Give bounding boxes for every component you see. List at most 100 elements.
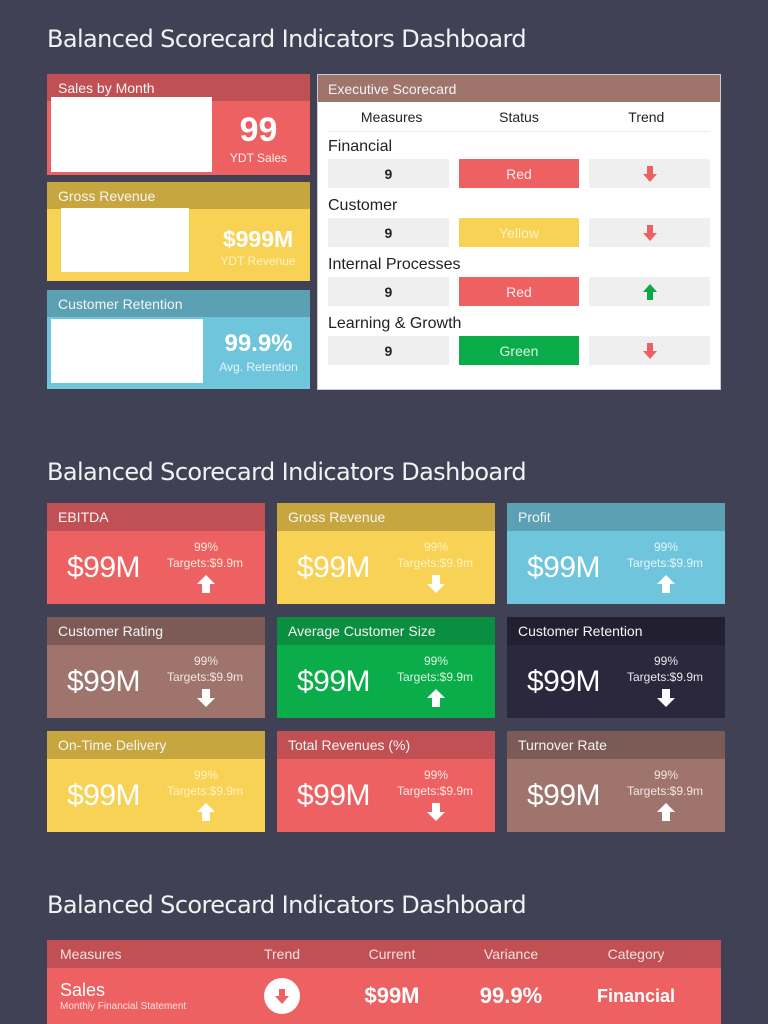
kpi-card-sales-by-month: Sales by Month 99 YDT Sales — [47, 74, 310, 175]
status-badge: Red — [458, 277, 580, 306]
scorecard-row: 9 Green — [328, 336, 711, 365]
kpi-caption: YDT Sales — [229, 151, 288, 165]
chart-placeholder — [61, 208, 189, 272]
table-row: Sales Monthly Financial Statement $99M 9… — [47, 968, 721, 1024]
arrow-up-icon — [657, 575, 675, 593]
arrow-down-icon — [642, 165, 657, 182]
tile-percent: 99% — [653, 540, 679, 554]
column-trend: Trend — [628, 108, 665, 125]
measure-name: Sales — [60, 980, 106, 1000]
scorecard-column-headers: Measures Status Trend — [328, 102, 710, 132]
tile-percent: 99% — [653, 654, 679, 668]
tile-value: $99M — [527, 665, 601, 698]
tile-on-time-delivery: On-Time Delivery $99M 99% Targets:$9.9m — [47, 731, 265, 832]
column-measures: Measures — [60, 946, 122, 962]
group-label-financial: Financial — [328, 138, 393, 155]
tile-title: Profit — [507, 503, 725, 531]
tile-percent: 99% — [423, 540, 449, 554]
measure-cell: Sales Monthly Financial Statement — [47, 980, 237, 1012]
tile-title: Customer Rating — [47, 617, 265, 645]
trend-cell — [589, 159, 711, 188]
column-current: Current — [368, 946, 416, 962]
current-value: $99M — [364, 983, 420, 1008]
tile-gross-revenue: Gross Revenue $99M 99% Targets:$9.9m — [277, 503, 495, 604]
tile-value: $99M — [67, 551, 141, 584]
column-variance: Variance — [483, 946, 539, 962]
table-header: Measures Trend Current Variance Category — [47, 940, 721, 968]
tile-title: Turnover Rate — [507, 731, 725, 759]
tile-title: On-Time Delivery — [47, 731, 265, 759]
trend-cell — [589, 277, 711, 306]
tile-turnover-rate: Turnover Rate $99M 99% Targets:$9.9m — [507, 731, 725, 832]
tile-target: Targets:$9.9m — [626, 784, 704, 798]
measure-subtitle: Monthly Financial Statement — [60, 1001, 187, 1012]
tile-target: Targets:$9.9m — [166, 784, 244, 798]
arrow-down-icon — [427, 803, 445, 821]
category-value: Financial — [596, 985, 676, 1006]
executive-scorecard: Executive Scorecard Measures Status Tren… — [317, 74, 721, 390]
tile-profit: Profit $99M 99% Targets:$9.9m — [507, 503, 725, 604]
kpi-card-header: Gross Revenue — [47, 182, 310, 209]
arrow-down-icon — [657, 689, 675, 707]
status-badge: Yellow — [458, 218, 580, 247]
trend-cell — [237, 978, 327, 1014]
trend-cell — [589, 336, 711, 365]
arrow-up-icon — [427, 689, 445, 707]
tile-average-customer-size: Average Customer Size $99M 99% Targets:$… — [277, 617, 495, 718]
measures-table: Measures Trend Current Variance Category… — [47, 940, 721, 1024]
tile-percent: 99% — [193, 768, 219, 782]
tile-value: $99M — [297, 551, 371, 584]
status-badge: Red — [458, 159, 580, 188]
arrow-up-icon — [642, 283, 657, 300]
tile-ebitda: EBITDA $99M 99% Targets:$9.9m — [47, 503, 265, 604]
section-title-3: Balanced Scorecard Indicators Dashboard — [47, 891, 527, 919]
kpi-card-header: Sales by Month — [47, 74, 310, 101]
column-measures: Measures — [360, 108, 423, 125]
tile-target: Targets:$9.9m — [396, 556, 474, 570]
tile-target: Targets:$9.9m — [166, 556, 244, 570]
tile-target: Targets:$9.9m — [166, 670, 244, 684]
tile-customer-retention: Customer Retention $99M 99% Targets:$9.9… — [507, 617, 725, 718]
tile-total-revenues: Total Revenues (%) $99M 99% Targets:$9.9… — [277, 731, 495, 832]
tile-percent: 99% — [193, 654, 219, 668]
arrow-up-icon — [197, 803, 215, 821]
chart-placeholder — [51, 319, 203, 383]
kpi-value: 99 — [239, 111, 278, 149]
kpi-card-header: Customer Retention — [47, 290, 310, 317]
tile-title: Customer Retention — [507, 617, 725, 645]
tile-value: $99M — [67, 665, 141, 698]
kpi-caption: YDT Revenue — [220, 254, 296, 268]
arrow-down-icon — [642, 342, 657, 359]
chart-placeholder — [51, 97, 212, 172]
scorecard-row: 9 Yellow — [328, 218, 711, 247]
kpi-value: 99.9% — [224, 330, 293, 357]
executive-scorecard-title: Executive Scorecard — [318, 75, 720, 102]
trend-cell — [589, 218, 711, 247]
arrow-down-icon — [642, 224, 657, 241]
measure-value: 9 — [328, 218, 449, 247]
tile-title: Gross Revenue — [277, 503, 495, 531]
kpi-card-gross-revenue: Gross Revenue $999M YDT Revenue — [47, 182, 310, 281]
tile-value: $99M — [527, 779, 601, 812]
kpi-caption: Avg. Retention — [219, 360, 298, 374]
tile-title: Total Revenues (%) — [277, 731, 495, 759]
tile-title: Average Customer Size — [277, 617, 495, 645]
section-title-1: Balanced Scorecard Indicators Dashboard — [47, 25, 527, 53]
tile-value: $99M — [297, 665, 371, 698]
tile-customer-rating: Customer Rating $99M 99% Targets:$9.9m — [47, 617, 265, 718]
kpi-value: $999M — [222, 226, 294, 252]
group-label-internal-processes: Internal Processes — [328, 256, 461, 273]
group-label-learning-growth: Learning & Growth — [328, 315, 462, 332]
tile-percent: 99% — [423, 768, 449, 782]
scorecard-row: 9 Red — [328, 159, 711, 188]
column-trend: Trend — [263, 946, 301, 962]
column-status: Status — [499, 108, 539, 125]
measure-value: 9 — [328, 159, 449, 188]
tile-target: Targets:$9.9m — [396, 670, 474, 684]
status-badge: Green — [458, 336, 580, 365]
arrow-up-icon — [197, 575, 215, 593]
arrow-down-circle-icon — [264, 978, 300, 1014]
measure-value: 9 — [328, 336, 449, 365]
tile-title: EBITDA — [47, 503, 265, 531]
arrow-down-icon — [427, 575, 445, 593]
